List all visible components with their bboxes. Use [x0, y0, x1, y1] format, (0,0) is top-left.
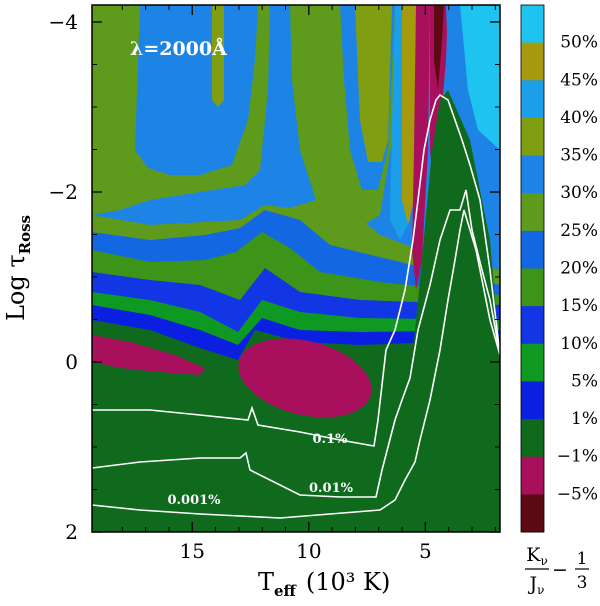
contour-labels: 0.1% 0.01% 0.001%: [167, 432, 353, 508]
colorbar-swatch: [521, 268, 544, 307]
peak-green: [412, 90, 500, 532]
x-tick-label: 10: [296, 539, 321, 563]
strand-45pct: [402, 5, 416, 225]
y-tick-label: 2: [65, 520, 78, 544]
x-tick-label: 5: [419, 539, 432, 563]
colorbar-label: −5%: [557, 484, 598, 504]
colorbar-label: −1%: [557, 447, 598, 467]
colorbar-swatch: [521, 5, 544, 44]
lobe-neg5-center: [238, 338, 372, 418]
colorbar-swatch: [521, 343, 544, 382]
strand-neg5-upper: [412, 5, 430, 290]
colorbar-swatch: [521, 494, 544, 533]
colorbar-label: 1%: [571, 409, 598, 429]
column-35pct-mid: [355, 5, 392, 162]
colorbar-swatch: [521, 155, 544, 194]
colorbar-swatch: [521, 306, 544, 345]
lobe-neg5-left: [92, 335, 205, 375]
strand-below-neg5: [434, 5, 444, 90]
contour-label-0p01: 0.01%: [309, 481, 354, 496]
x-axis-title: Teff (10³ K): [258, 568, 390, 600]
y-tick-label: −4: [49, 10, 78, 34]
lobe-left-30pct: [135, 5, 258, 175]
svg-text:Jν: Jν: [528, 573, 545, 597]
colorbar-frame: [520, 4, 545, 533]
quantity-frac-den: 3: [577, 573, 588, 593]
y-label-main: Log τRoss: [2, 215, 34, 321]
y-axis-title: Log τRoss: [2, 215, 34, 321]
x-tick-label: 15: [180, 539, 205, 563]
y-axis-ticks: −4 −2 0 2: [49, 10, 500, 544]
contour-0p001pct: [92, 209, 500, 519]
colorbar-swatch: [521, 419, 544, 458]
colorbar-swatch: [521, 117, 544, 157]
quantity-denominator: J: [528, 573, 538, 595]
x-label-main: Teff (10³ K): [258, 568, 390, 600]
colorbar-label: 15%: [560, 296, 598, 316]
svg-text:Kν: Kν: [526, 544, 548, 568]
colorbar-label: 30%: [560, 183, 598, 203]
colorbar-swatch: [521, 193, 544, 232]
contour-plot-area: [92, 5, 500, 532]
colorbar: 50% 45% 40% 35% 30% 25% 20% 15% 10% 5% 1% −1% −5%: [520, 4, 598, 533]
wavelength-annotation: λ=2000Å: [130, 37, 227, 60]
quantity-minus: −: [552, 559, 568, 581]
y-tick-label: 0: [65, 350, 78, 374]
contour-lines: [92, 93, 500, 519]
colorbar-swatch: [521, 381, 544, 420]
contour-0p01pct: [92, 189, 500, 498]
colorbar-label: 50%: [560, 33, 598, 53]
colorbar-label: 40%: [560, 108, 598, 128]
y-tick-label: −2: [49, 180, 78, 204]
contour-0p1pct: [92, 93, 500, 447]
colorbar-label: 45%: [560, 70, 598, 90]
quantity-numerator: K: [526, 544, 541, 566]
colorbar-swatch: [521, 80, 544, 119]
colorbar-swatch: [521, 230, 544, 269]
colorbar-label: 35%: [560, 146, 598, 166]
colorbar-swatch: [521, 42, 544, 81]
colorbar-label: 10%: [560, 334, 598, 354]
streak-35pct: [212, 5, 224, 107]
strand-50pct-right: [460, 5, 500, 150]
colorbar-label: 25%: [560, 221, 598, 241]
contour-label-0p1: 0.1%: [313, 432, 349, 447]
colorbar-quantity-label: Kν Jν − 1 3: [525, 544, 589, 597]
colorbar-label: 5%: [571, 371, 598, 391]
contour-label-0p001: 0.001%: [167, 493, 221, 508]
x-axis-ticks: 15 10 5: [121, 5, 496, 563]
colorbar-swatch: [521, 456, 544, 495]
quantity-frac-num: 1: [577, 549, 588, 569]
plot-frame: [91, 4, 501, 533]
colorbar-label: 20%: [560, 259, 598, 279]
